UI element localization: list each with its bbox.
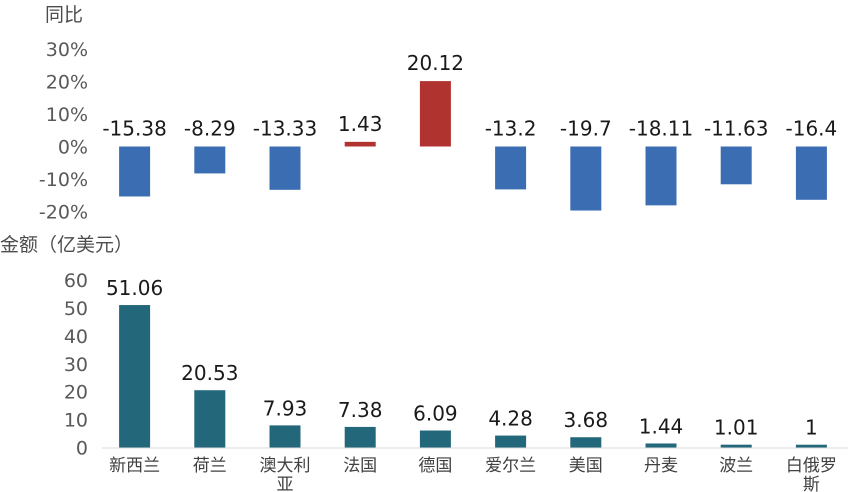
amount-data-label: 3.68	[564, 408, 609, 432]
amount-tick-label: 10	[64, 410, 88, 432]
yoy-data-label: -16.4	[786, 117, 838, 141]
amount-bar	[194, 390, 226, 448]
yoy-tick-label: -20%	[39, 202, 88, 224]
yoy-data-label: -18.11	[629, 117, 693, 141]
yoy-bar	[119, 146, 151, 197]
amount-data-label: 6.09	[413, 402, 458, 426]
yoy-bar	[795, 146, 827, 200]
yoy-bar	[419, 81, 451, 147]
yoy-data-label: 1.43	[338, 112, 383, 136]
category-label: 白俄罗斯	[786, 456, 837, 492]
amount-data-label: 20.53	[181, 361, 238, 385]
amount-bar	[419, 430, 451, 448]
category-label: 丹麦	[644, 456, 678, 476]
amount-y-ticks: 60 50 40 30 20 10 0	[64, 270, 88, 459]
yoy-tick-label: 20%	[46, 72, 88, 94]
yoy-bars	[119, 81, 827, 211]
yoy-data-labels: -15.38 -8.29 -13.33 1.43 20.12 -13.2 -19.7 -18.…	[102, 51, 837, 140]
amount-data-label: 7.38	[338, 398, 383, 422]
yoy-data-label: 20.12	[407, 51, 464, 75]
amount-bar	[795, 444, 827, 448]
yoy-bar	[645, 146, 677, 206]
yoy-bar	[570, 146, 602, 211]
amount-bar	[645, 443, 677, 448]
yoy-bar	[269, 146, 301, 190]
amount-data-labels: 51.06 20.53 7.93 7.38 6.09 4.28 3.68 1.44 1.01 1	[106, 276, 818, 440]
amount-bar	[495, 435, 527, 448]
amount-data-label: 7.93	[263, 396, 308, 420]
category-label: 荷兰	[193, 456, 227, 476]
amount-bar	[344, 426, 376, 448]
yoy-tick-label: 10%	[46, 104, 88, 126]
category-label: 波兰	[719, 456, 753, 476]
yoy-tick-label: 30%	[46, 39, 88, 61]
amount-tick-label: 60	[64, 270, 88, 292]
category-label: 德国	[418, 456, 452, 476]
amount-bars	[119, 305, 827, 448]
yoy-y-ticks: 30% 20% 10% 0% -10% -20%	[39, 39, 88, 224]
amount-bar	[720, 444, 752, 448]
amount-bar	[119, 305, 151, 448]
yoy-bar	[194, 146, 226, 174]
category-label: 法国	[343, 456, 377, 476]
yoy-bar	[344, 141, 376, 147]
amount-tick-label: 50	[64, 298, 88, 320]
amount-tick-label: 30	[64, 354, 88, 376]
amount-axis-label: 金额（亿美元）	[0, 234, 133, 256]
category-labels: 新西兰 荷兰 澳大利亚 法国 德国 爱尔兰 美国 丹麦 波兰 白俄罗斯	[109, 456, 837, 492]
yoy-data-label: -13.33	[253, 117, 317, 141]
category-label: 新西兰	[109, 456, 160, 476]
amount-bar	[269, 425, 301, 448]
yoy-bar	[495, 146, 527, 190]
category-label: 澳大利亚	[260, 456, 311, 492]
yoy-data-label: -11.63	[704, 117, 768, 141]
amount-bar	[570, 437, 602, 448]
yoy-data-label: -8.29	[184, 117, 236, 141]
yoy-data-label: -19.7	[560, 117, 612, 141]
yoy-axis-label: 同比	[45, 4, 83, 26]
amount-tick-label: 0	[76, 438, 88, 460]
category-label: 美国	[569, 456, 603, 476]
yoy-tick-label: -10%	[39, 169, 88, 191]
category-label: 爱尔兰	[485, 456, 536, 476]
amount-data-label: 1	[805, 416, 818, 440]
yoy-data-label: -15.38	[102, 117, 166, 141]
amount-data-label: 1.44	[639, 414, 684, 438]
amount-tick-label: 20	[64, 382, 88, 404]
yoy-bar	[720, 146, 752, 185]
amount-data-label: 1.01	[714, 416, 759, 440]
yoy-tick-label: 0%	[58, 137, 88, 159]
yoy-data-label: -13.2	[485, 117, 537, 141]
amount-data-label: 4.28	[488, 407, 533, 431]
amount-tick-label: 40	[64, 326, 88, 348]
amount-data-label: 51.06	[106, 276, 163, 300]
